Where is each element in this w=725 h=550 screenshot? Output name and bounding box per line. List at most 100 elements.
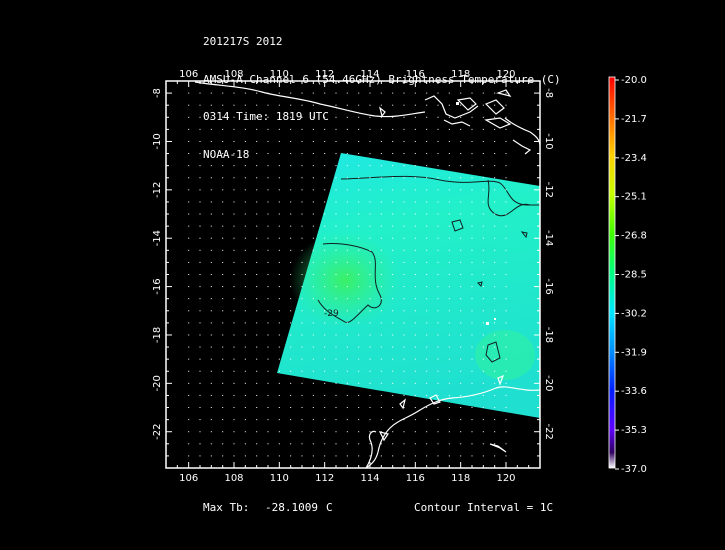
graticule-dot (392, 310, 394, 312)
graticule-dot (471, 237, 473, 239)
graticule-dot (505, 394, 507, 396)
graticule-dot (460, 322, 462, 324)
graticule-dot (256, 358, 258, 360)
graticule-dot (482, 201, 484, 203)
graticule-dot (414, 165, 416, 167)
graticule-dot (414, 261, 416, 263)
lon-label-top: 118 (451, 69, 470, 80)
graticule-dot (369, 310, 371, 312)
graticule-dot (448, 274, 450, 275)
lon-label-bottom: 120 (496, 473, 515, 484)
graticule-dot (358, 104, 360, 106)
graticule-dot (505, 310, 507, 312)
graticule-dot (426, 237, 428, 239)
graticule-dot (426, 431, 428, 433)
java-coast (194, 81, 426, 118)
graticule-dot (482, 443, 484, 445)
graticule-dot (312, 237, 314, 239)
graticule-dot (448, 116, 450, 118)
graticule-dot (256, 286, 258, 288)
graticule-dot (358, 419, 360, 421)
graticule-dot (414, 274, 416, 275)
graticule-dot (505, 153, 507, 155)
graticule-dot (346, 153, 348, 155)
graticule-dot (460, 310, 462, 312)
graticule-dot (233, 177, 235, 179)
graticule-dot (256, 346, 258, 348)
graticule-dot (256, 274, 258, 275)
contour-label: -29 (324, 309, 339, 319)
graticule-dot (267, 92, 269, 94)
graticule-dot (210, 443, 212, 445)
graticule-dot (403, 298, 405, 300)
graticule-dot (301, 407, 303, 409)
graticule-dot (437, 225, 439, 227)
graticule-dot (426, 140, 428, 142)
graticule-dot (346, 394, 348, 396)
graticule-dot (392, 370, 394, 372)
graticule-dot (324, 225, 326, 227)
graticule-dot (324, 286, 326, 288)
graticule-dot (505, 201, 507, 203)
graticule-dot (437, 165, 439, 167)
graticule-dot (346, 431, 348, 433)
graticule-dot (210, 310, 212, 312)
graticule-dot (505, 407, 507, 409)
graticule-dot (301, 249, 303, 251)
graticule-dot (324, 334, 326, 336)
graticule-dot (301, 237, 303, 239)
graticule-dot (471, 165, 473, 167)
graticule-dot (222, 225, 224, 227)
graticule-dot (448, 443, 450, 445)
graticule-dot (414, 116, 416, 118)
lon-label-top: 110 (270, 69, 289, 80)
graticule-dot (358, 116, 360, 118)
graticule-dot (267, 419, 269, 421)
graticule-dot (256, 104, 258, 106)
graticule-dot (210, 189, 212, 191)
graticule-dot (414, 237, 416, 239)
graticule-dot (437, 153, 439, 155)
graticule-dot (222, 419, 224, 421)
graticule-dot (278, 298, 280, 300)
graticule-dot (256, 407, 258, 409)
graticule-dot (335, 104, 337, 106)
graticule-dot (324, 431, 326, 433)
graticule-dot (278, 334, 280, 336)
graticule-dot (278, 249, 280, 251)
graticule-dot (403, 261, 405, 263)
graticule-dot (278, 407, 280, 409)
colorbar-label: -30.2 (621, 308, 647, 319)
graticule-dot (369, 298, 371, 300)
graticule-dot (199, 249, 201, 251)
lon-label-top: 114 (360, 69, 379, 80)
graticule-dot (312, 443, 314, 445)
graticule-dot (437, 346, 439, 348)
graticule-dot (312, 153, 314, 155)
graticule-dot (256, 237, 258, 239)
graticule-dot (324, 298, 326, 300)
graticule-dot (210, 455, 212, 457)
graticule-dot (290, 201, 292, 203)
graticule-dot (358, 286, 360, 288)
contour-lines (317, 175, 540, 363)
lat-label-left: -14 (152, 230, 163, 246)
max-tb-value: -28.1009 (265, 501, 318, 514)
graticule-dot (403, 382, 405, 384)
graticule-dot (369, 274, 371, 275)
graticule-dot (267, 310, 269, 312)
graticule-dot (210, 261, 212, 263)
graticule-dot (414, 394, 416, 396)
graticule-dot (233, 431, 235, 433)
graticule-dot (403, 225, 405, 227)
graticule-dot (301, 455, 303, 457)
graticule-dot (437, 189, 439, 191)
graticule-dot (482, 153, 484, 155)
graticule-dot (301, 261, 303, 263)
graticule-dot (448, 394, 450, 396)
graticule-dot (244, 201, 246, 203)
graticule-dot (414, 286, 416, 288)
graticule-dot (460, 201, 462, 203)
graticule-dot (380, 261, 382, 263)
graticule-dot (426, 346, 428, 348)
